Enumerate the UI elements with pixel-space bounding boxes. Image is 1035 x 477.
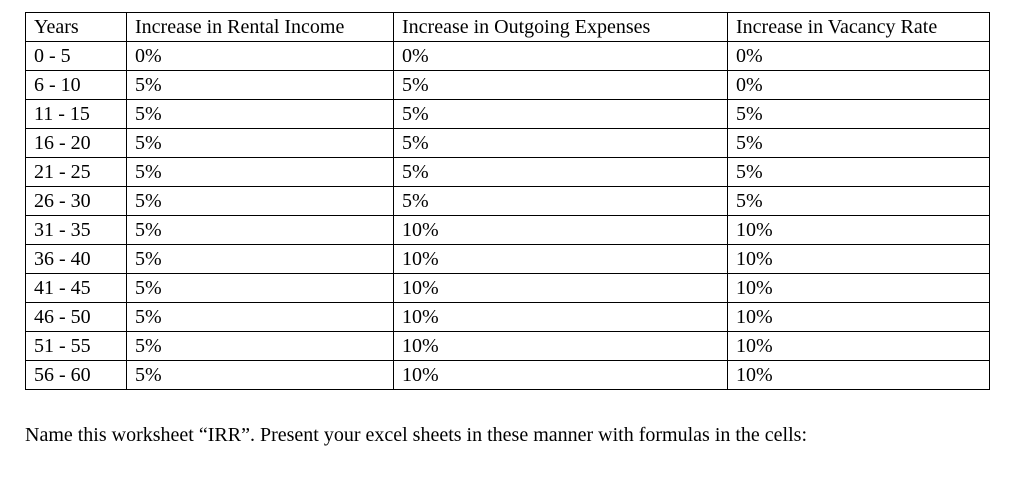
cell-rental-income: 5% [126, 215, 394, 245]
cell-outgoing-expenses: 5% [393, 157, 728, 187]
cell-vacancy-rate: 10% [727, 302, 990, 332]
cell-years: 26 - 30 [25, 186, 127, 216]
table-row: 41 - 45 5% 10% 10% [25, 273, 990, 303]
cell-vacancy-rate: 10% [727, 360, 990, 390]
cell-outgoing-expenses: 5% [393, 70, 728, 100]
cell-outgoing-expenses: 5% [393, 99, 728, 129]
header-vacancy-rate: Increase in Vacancy Rate [727, 12, 990, 42]
cell-outgoing-expenses: 5% [393, 186, 728, 216]
cell-rental-income: 5% [126, 360, 394, 390]
cell-outgoing-expenses: 10% [393, 273, 728, 303]
cell-years: 51 - 55 [25, 331, 127, 361]
cell-outgoing-expenses: 10% [393, 331, 728, 361]
cell-rental-income: 5% [126, 70, 394, 100]
cell-years: 46 - 50 [25, 302, 127, 332]
cell-outgoing-expenses: 10% [393, 360, 728, 390]
header-rental-income: Increase in Rental Income [126, 12, 394, 42]
cell-rental-income: 5% [126, 302, 394, 332]
cell-rental-income: 5% [126, 99, 394, 129]
cell-vacancy-rate: 5% [727, 128, 990, 158]
table-row: 21 - 25 5% 5% 5% [25, 157, 990, 187]
cell-vacancy-rate: 5% [727, 157, 990, 187]
cell-years: 6 - 10 [25, 70, 127, 100]
cell-rental-income: 5% [126, 273, 394, 303]
cell-outgoing-expenses: 0% [393, 41, 728, 71]
cell-vacancy-rate: 10% [727, 244, 990, 274]
table-header-row: Years Increase in Rental Income Increase… [25, 12, 990, 42]
table-row: 56 - 60 5% 10% 10% [25, 360, 990, 390]
cell-vacancy-rate: 0% [727, 70, 990, 100]
cell-vacancy-rate: 10% [727, 331, 990, 361]
cell-years: 56 - 60 [25, 360, 127, 390]
cell-years: 41 - 45 [25, 273, 127, 303]
cell-years: 11 - 15 [25, 99, 127, 129]
cell-rental-income: 5% [126, 186, 394, 216]
cell-rental-income: 5% [126, 244, 394, 274]
cell-outgoing-expenses: 10% [393, 302, 728, 332]
cell-rental-income: 5% [126, 128, 394, 158]
table-row: 0 - 5 0% 0% 0% [25, 41, 990, 71]
instructions-text: Name this worksheet “IRR”. Present your … [25, 424, 808, 446]
table-row: 31 - 35 5% 10% 10% [25, 215, 990, 245]
cell-years: 0 - 5 [25, 41, 127, 71]
header-outgoing-expenses: Increase in Outgoing Expenses [393, 12, 728, 42]
cell-rental-income: 5% [126, 331, 394, 361]
cell-vacancy-rate: 10% [727, 273, 990, 303]
table-row: 26 - 30 5% 5% 5% [25, 186, 990, 216]
cell-rental-income: 0% [126, 41, 394, 71]
table-row: 6 - 10 5% 5% 0% [25, 70, 990, 100]
cell-years: 36 - 40 [25, 244, 127, 274]
table-row: 51 - 55 5% 10% 10% [25, 331, 990, 361]
cell-rental-income: 5% [126, 157, 394, 187]
table-row: 36 - 40 5% 10% 10% [25, 244, 990, 274]
cell-years: 16 - 20 [25, 128, 127, 158]
rates-table: Years Increase in Rental Income Increase… [25, 12, 990, 390]
cell-vacancy-rate: 5% [727, 186, 990, 216]
cell-years: 21 - 25 [25, 157, 127, 187]
table-row: 16 - 20 5% 5% 5% [25, 128, 990, 158]
header-years: Years [25, 12, 127, 42]
cell-vacancy-rate: 0% [727, 41, 990, 71]
cell-outgoing-expenses: 10% [393, 244, 728, 274]
cell-vacancy-rate: 10% [727, 215, 990, 245]
cell-outgoing-expenses: 5% [393, 128, 728, 158]
table-row: 11 - 15 5% 5% 5% [25, 99, 990, 129]
cell-years: 31 - 35 [25, 215, 127, 245]
table-row: 46 - 50 5% 10% 10% [25, 302, 990, 332]
cell-vacancy-rate: 5% [727, 99, 990, 129]
cell-outgoing-expenses: 10% [393, 215, 728, 245]
